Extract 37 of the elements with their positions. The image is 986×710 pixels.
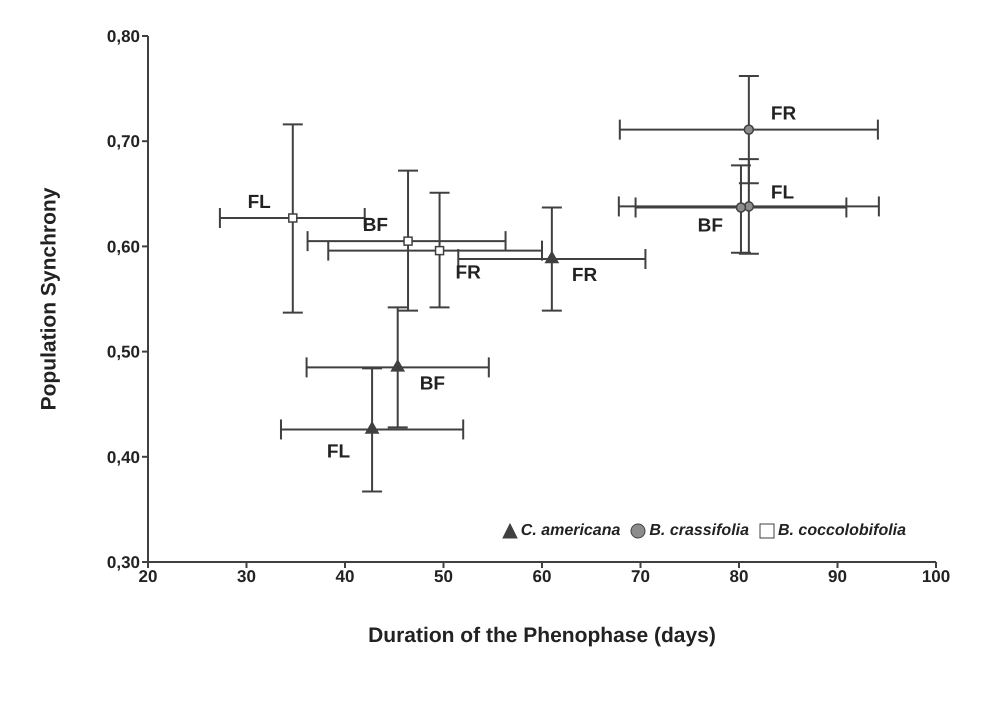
annotation: BF [698,215,723,236]
y-tick-label: 0,40 [106,448,140,467]
annotation: FR [770,104,796,125]
point [390,360,405,372]
legend-label: B. coccolobifolia [778,522,906,540]
annotation: BF [420,373,446,394]
annotation: FR [456,262,482,284]
annotation: FL [248,192,272,213]
y-tick-label: 0,30 [106,553,140,572]
point [744,124,754,135]
y-tick-label: 0,50 [106,342,140,362]
x-tick-label: 20 [138,567,158,586]
point [403,236,413,246]
y-tick-label: 0,80 [106,27,140,46]
x-tick-label: 40 [336,567,354,586]
point [736,202,746,213]
x-tick-label: 100 [922,567,950,586]
x-tick-label: 80 [730,567,748,586]
x-tick-label: 30 [237,567,256,586]
annotation: FL [770,182,794,204]
annotation: BF [362,215,388,236]
y-axis-title: Population Synchrony [37,187,60,410]
annotation: FR [572,265,598,286]
point [365,422,379,434]
y-tick-label: 0,60 [106,237,140,256]
y-tick-label: 0,70 [106,132,140,152]
annotation: FL [326,441,350,462]
legend-label: B. crassifolia [649,522,749,540]
legend-label: C. americana [520,522,620,540]
point [434,246,444,256]
point [288,213,298,223]
x-tick-label: 60 [532,567,552,586]
x-axis-title: Duration of the Phenophase (days) [368,624,716,647]
x-tick-label: 50 [434,567,453,586]
x-tick-label: 90 [828,567,847,586]
x-tick-label: 70 [631,567,650,586]
point [545,251,559,264]
